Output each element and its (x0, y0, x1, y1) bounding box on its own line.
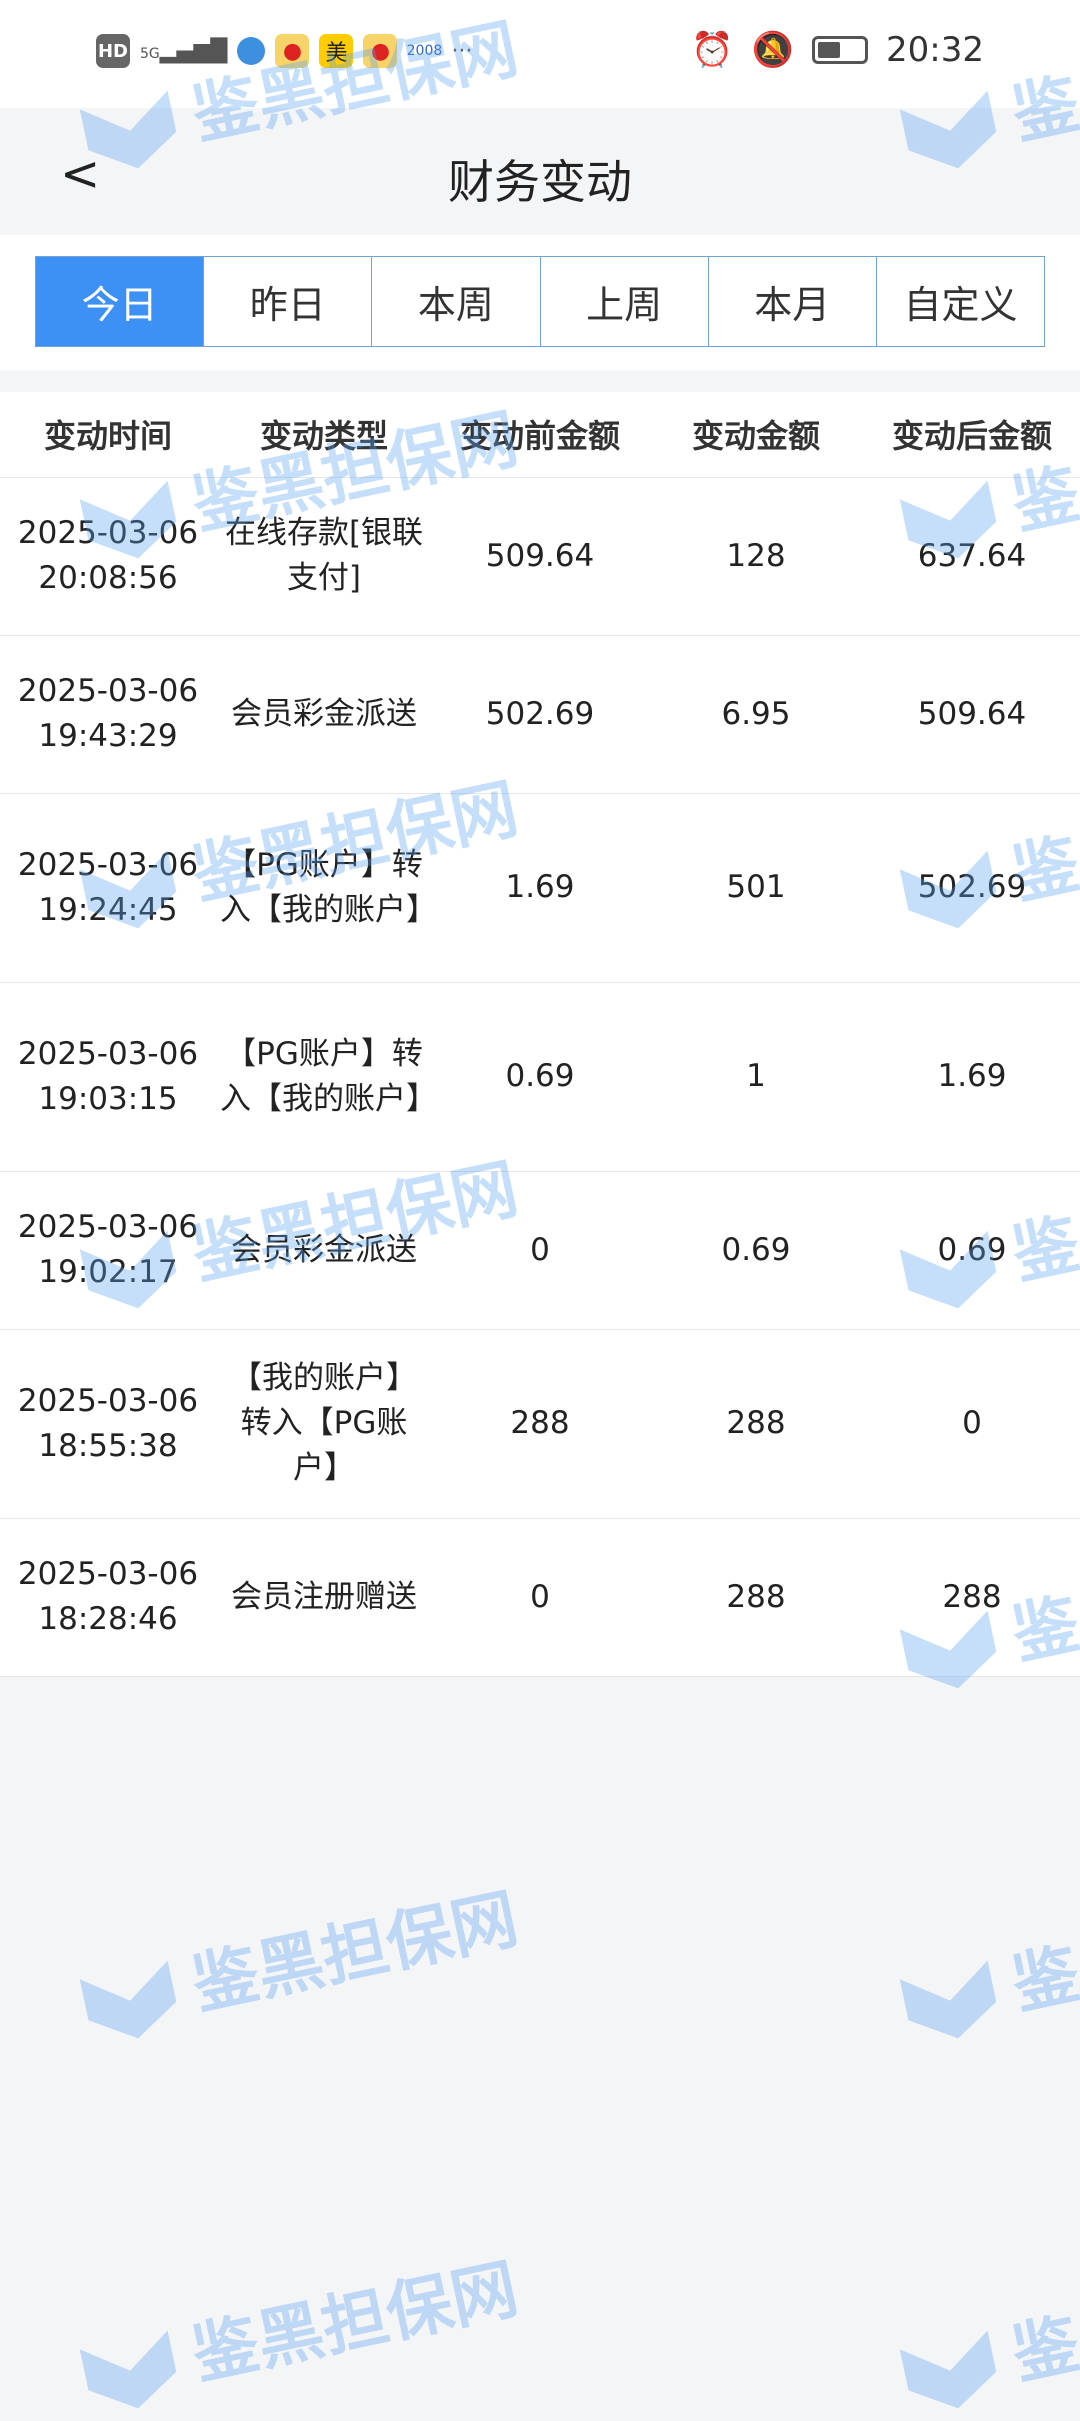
weibo-icon: ● (363, 34, 398, 68)
column-header-amount: 变动金额 (648, 392, 864, 478)
cell-after: 288 (864, 1518, 1080, 1677)
cell-type: 【我的账户】转入【PG账户】 (216, 1329, 432, 1519)
cell-amount: 1 (648, 982, 864, 1172)
back-button[interactable]: < (60, 146, 100, 202)
cell-after: 1.69 (864, 982, 1080, 1172)
cell-amount: 288 (648, 1329, 864, 1519)
meituan-icon: 美 (319, 34, 354, 68)
cell-time: 2025-03-06 18:28:46 (0, 1518, 216, 1677)
cell-after: 502.69 (864, 793, 1080, 983)
table-row: 2025-03-06 18:55:38 【我的账户】转入【PG账户】 288 288 0 (0, 1329, 1080, 1519)
cell-after: 0 (864, 1329, 1080, 1519)
cell-time: 2025-03-06 19:24:45 (0, 793, 216, 983)
column-header-before: 变动前金额 (432, 392, 648, 478)
watermark-logo-icon (80, 1961, 183, 2048)
tab-custom[interactable]: 自定义 (875, 257, 1045, 346)
tab-this-month[interactable]: 本月 (707, 257, 876, 346)
cell-before: 509.64 (432, 477, 648, 636)
app-2008-icon: 2008 (406, 43, 443, 59)
column-header-type: 变动类型 (216, 392, 432, 478)
watermark: 鉴黑担保网 (75, 2235, 525, 2420)
cell-after: 637.64 (864, 477, 1080, 636)
hd-icon: HD (96, 34, 130, 68)
table-row: 2025-03-06 19:24:45 【PG账户】转入【我的账户】 1.69 501… (0, 793, 1080, 983)
cell-after: 509.64 (864, 635, 1080, 794)
cell-before: 1.69 (432, 793, 648, 983)
battery-icon (812, 36, 869, 64)
watermark: 鉴黑担保网 (895, 1865, 1080, 2050)
cell-time: 2025-03-06 19:02:17 (0, 1171, 216, 1330)
cell-type: 会员彩金派送 (216, 635, 432, 794)
cell-amount: 6.95 (648, 635, 864, 794)
tab-today[interactable]: 今日 (36, 257, 204, 346)
browser-icon (237, 37, 266, 65)
more-icon: ··· (451, 38, 473, 64)
table-row: 2025-03-06 18:28:46 会员注册赠送 0 288 288 (0, 1518, 1080, 1677)
cell-time: 2025-03-06 19:03:15 (0, 982, 216, 1172)
cell-before: 0.69 (432, 982, 648, 1172)
mute-icon: 🔕 (751, 30, 795, 70)
clock: 20:32 (886, 30, 984, 70)
watermark: 鉴黑担保网 (75, 1865, 525, 2050)
cell-before: 0 (432, 1518, 648, 1677)
cell-type: 在线存款[银联支付] (216, 477, 432, 636)
table-row: 2025-03-06 19:43:29 会员彩金派送 502.69 6.95 509.6… (0, 635, 1080, 794)
tab-yesterday[interactable]: 昨日 (203, 257, 372, 346)
transactions-table: 变动时间 变动类型 变动前金额 变动金额 变动后金额 2025-03-06 20… (0, 392, 1080, 1677)
page-title: 财务变动 (448, 155, 632, 209)
column-header-after: 变动后金额 (864, 392, 1080, 478)
watermark-logo-icon (80, 2331, 183, 2418)
tab-last-week[interactable]: 上周 (539, 257, 708, 346)
cell-time: 2025-03-06 19:43:29 (0, 635, 216, 794)
cell-type: 会员注册赠送 (216, 1518, 432, 1677)
date-range-tabs: 今日 昨日 本周 上周 本月 自定义 (35, 256, 1045, 347)
cell-type: 会员彩金派送 (216, 1171, 432, 1330)
table-row: 2025-03-06 20:08:56 在线存款[银联支付] 509.64 128 63… (0, 477, 1080, 636)
cell-amount: 288 (648, 1518, 864, 1677)
column-header-time: 变动时间 (0, 392, 216, 478)
chevron-left-icon: < (60, 146, 101, 202)
alarm-icon: ⏰ (691, 30, 734, 70)
cell-type: 【PG账户】转入【我的账户】 (216, 793, 437, 983)
watermark-logo-icon (900, 2331, 1003, 2418)
status-bar: HD 5G▂▄▆█ ● 美 ● 2008 ··· ⏰ 🔕 20:32 (0, 0, 1080, 108)
cell-time: 2025-03-06 18:55:38 (0, 1329, 216, 1519)
table-row: 2025-03-06 19:02:17 会员彩金派送 0 0.69 0.69 (0, 1171, 1080, 1330)
cell-time: 2025-03-06 20:08:56 (0, 477, 216, 636)
header: < 财务变动 (0, 108, 1080, 235)
cell-amount: 0.69 (648, 1171, 864, 1330)
signal-icon: 5G▂▄▆█ (140, 38, 228, 64)
cell-before: 288 (432, 1329, 648, 1519)
cell-after: 0.69 (864, 1171, 1080, 1330)
weibo-icon: ● (275, 34, 310, 68)
tab-this-week[interactable]: 本周 (371, 257, 540, 346)
watermark: 鉴黑担保网 (895, 2235, 1080, 2420)
cell-amount: 128 (648, 477, 864, 636)
cell-type: 【PG账户】转入【我的账户】 (216, 982, 437, 1172)
cell-before: 0 (432, 1171, 648, 1330)
watermark-logo-icon (900, 1961, 1003, 2048)
cell-before: 502.69 (432, 635, 648, 794)
table-row: 2025-03-06 19:03:15 【PG账户】转入【我的账户】 0.69 1 1.… (0, 982, 1080, 1172)
cell-amount: 501 (648, 793, 864, 983)
